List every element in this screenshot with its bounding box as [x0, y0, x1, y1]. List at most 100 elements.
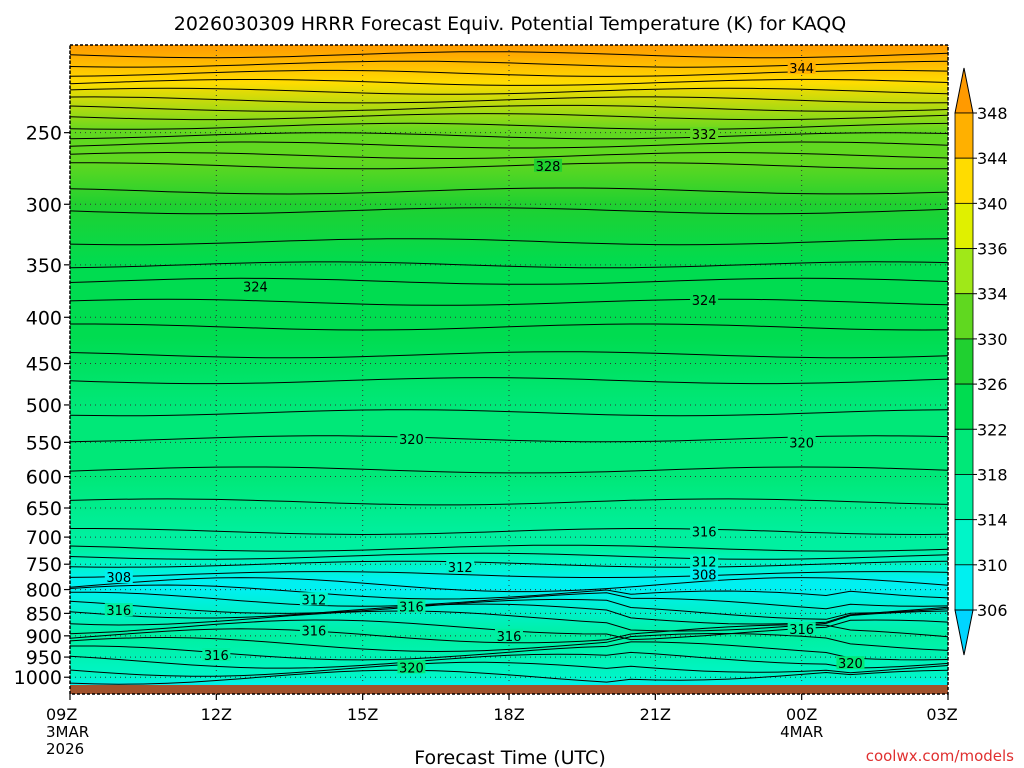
- contour-line: [70, 466, 948, 474]
- contour-lines: [70, 51, 948, 685]
- contour-label-bg: [495, 628, 523, 642]
- y-axis: 2503003504004505005506006507007508008509…: [14, 123, 70, 689]
- y-tick-label: 350: [26, 255, 62, 277]
- contour-line: [70, 552, 948, 560]
- contour-line: [70, 238, 948, 246]
- contour-label: 308: [690, 567, 719, 584]
- contour-line: [70, 151, 948, 159]
- contour-line: [70, 298, 948, 306]
- contour-label: 308: [104, 570, 133, 586]
- contour-line: [70, 528, 948, 536]
- contour-label-bg: [690, 524, 719, 538]
- x-tick-label: 09Z: [46, 705, 77, 724]
- y-tick-label: 750: [26, 554, 62, 576]
- y-tick-label: 500: [26, 395, 62, 417]
- colorbar-label: 322: [977, 420, 1008, 439]
- contour-line: [70, 598, 948, 620]
- contour-label-bg: [787, 435, 816, 449]
- colorbar-segment: [954, 474, 974, 521]
- contour-line: [70, 323, 948, 331]
- contour-label: 316: [495, 628, 523, 645]
- contour-label-text: 308: [692, 569, 717, 584]
- colorbar-label: 348: [977, 104, 1008, 123]
- colorbar-segment: [954, 519, 974, 566]
- credit-text: coolwx.com/models: [866, 747, 1014, 765]
- contour-label-text: 332: [692, 128, 717, 143]
- contour-label-text: 320: [789, 436, 814, 451]
- contour-label-bg: [534, 158, 563, 172]
- contour-line: [70, 141, 948, 149]
- contour-label: 320: [397, 431, 426, 448]
- y-tick-label: 550: [26, 432, 62, 454]
- y-tick-label: 250: [26, 123, 62, 145]
- contour-label: 320: [397, 660, 426, 676]
- colorbar-segment: [954, 564, 974, 611]
- contour-line: [70, 261, 948, 269]
- contour-label-text: 324: [692, 294, 717, 309]
- contour-label-bg: [446, 559, 475, 573]
- contour-label-text: 324: [243, 281, 268, 296]
- contour-label-text: 308: [106, 571, 131, 586]
- contour-label-text: 312: [692, 556, 717, 571]
- contour-label-bg: [104, 603, 133, 617]
- contour-line: [70, 207, 948, 215]
- contour-line: [70, 113, 948, 121]
- contour-label-text: 328: [536, 160, 561, 175]
- contour-label: 344: [787, 60, 816, 77]
- contour-label-bg: [690, 127, 719, 141]
- contour-line: [70, 632, 948, 653]
- colorbar-segment: [954, 112, 974, 159]
- contour-label: 320: [787, 435, 816, 451]
- y-tick-label: 450: [26, 354, 62, 376]
- colorbar-label: 326: [977, 375, 1008, 394]
- colorbar-segment: [954, 293, 974, 340]
- contour-line: [70, 96, 948, 104]
- x-tick-label: 12Z: [201, 705, 232, 724]
- colorbar-segment: [954, 428, 974, 475]
- y-tick-label: 300: [26, 194, 62, 216]
- contour-label-bg: [299, 592, 328, 606]
- colorbar-segment: [954, 338, 974, 385]
- contour-label: 316: [787, 622, 816, 638]
- contour-label-bg: [836, 656, 865, 670]
- contour-label-bg: [104, 570, 133, 584]
- contour-label-bg: [690, 567, 719, 581]
- contour-line: [70, 377, 948, 385]
- y-tick-label: 950: [26, 647, 62, 669]
- x-tick-sublabel: 3MAR: [46, 723, 89, 741]
- contour-line: [70, 187, 948, 195]
- colorbar-label: 336: [977, 240, 1008, 259]
- contour-line: [70, 87, 948, 95]
- x-tick-label: 21Z: [640, 705, 671, 724]
- colorbar-label: 318: [977, 465, 1008, 484]
- contour-line: [70, 661, 948, 677]
- x-tick-label: 00Z: [786, 705, 817, 724]
- contour-label-bg: [397, 599, 426, 613]
- colorbar-segment: [954, 248, 974, 295]
- contour-line: [70, 351, 948, 359]
- contour-label-text: 312: [448, 561, 473, 576]
- contour-label-text: 320: [399, 433, 424, 448]
- contour-line: [70, 571, 948, 578]
- contour-label: 324: [690, 293, 719, 309]
- contour-line: [70, 651, 948, 669]
- contour-line: [70, 669, 948, 685]
- contour-line: [70, 51, 948, 59]
- colorbar-label: 314: [977, 511, 1008, 530]
- colorbar-extend-bottom: [954, 609, 974, 656]
- colorbar-segment: [954, 157, 974, 204]
- contour-line: [70, 277, 948, 285]
- contour-line: [70, 104, 948, 112]
- colorbar-segment: [954, 383, 974, 430]
- contour-line: [70, 560, 948, 568]
- contour-label-text: 316: [497, 630, 522, 645]
- contour-line: [70, 132, 948, 140]
- contour-label-bg: [690, 293, 719, 307]
- colorbar-label: 334: [977, 285, 1008, 304]
- contour-label-text: 316: [692, 525, 717, 540]
- contour-label-text: 316: [301, 625, 326, 640]
- contour-label-text: 320: [399, 661, 424, 676]
- colorbar-segment: [954, 202, 974, 249]
